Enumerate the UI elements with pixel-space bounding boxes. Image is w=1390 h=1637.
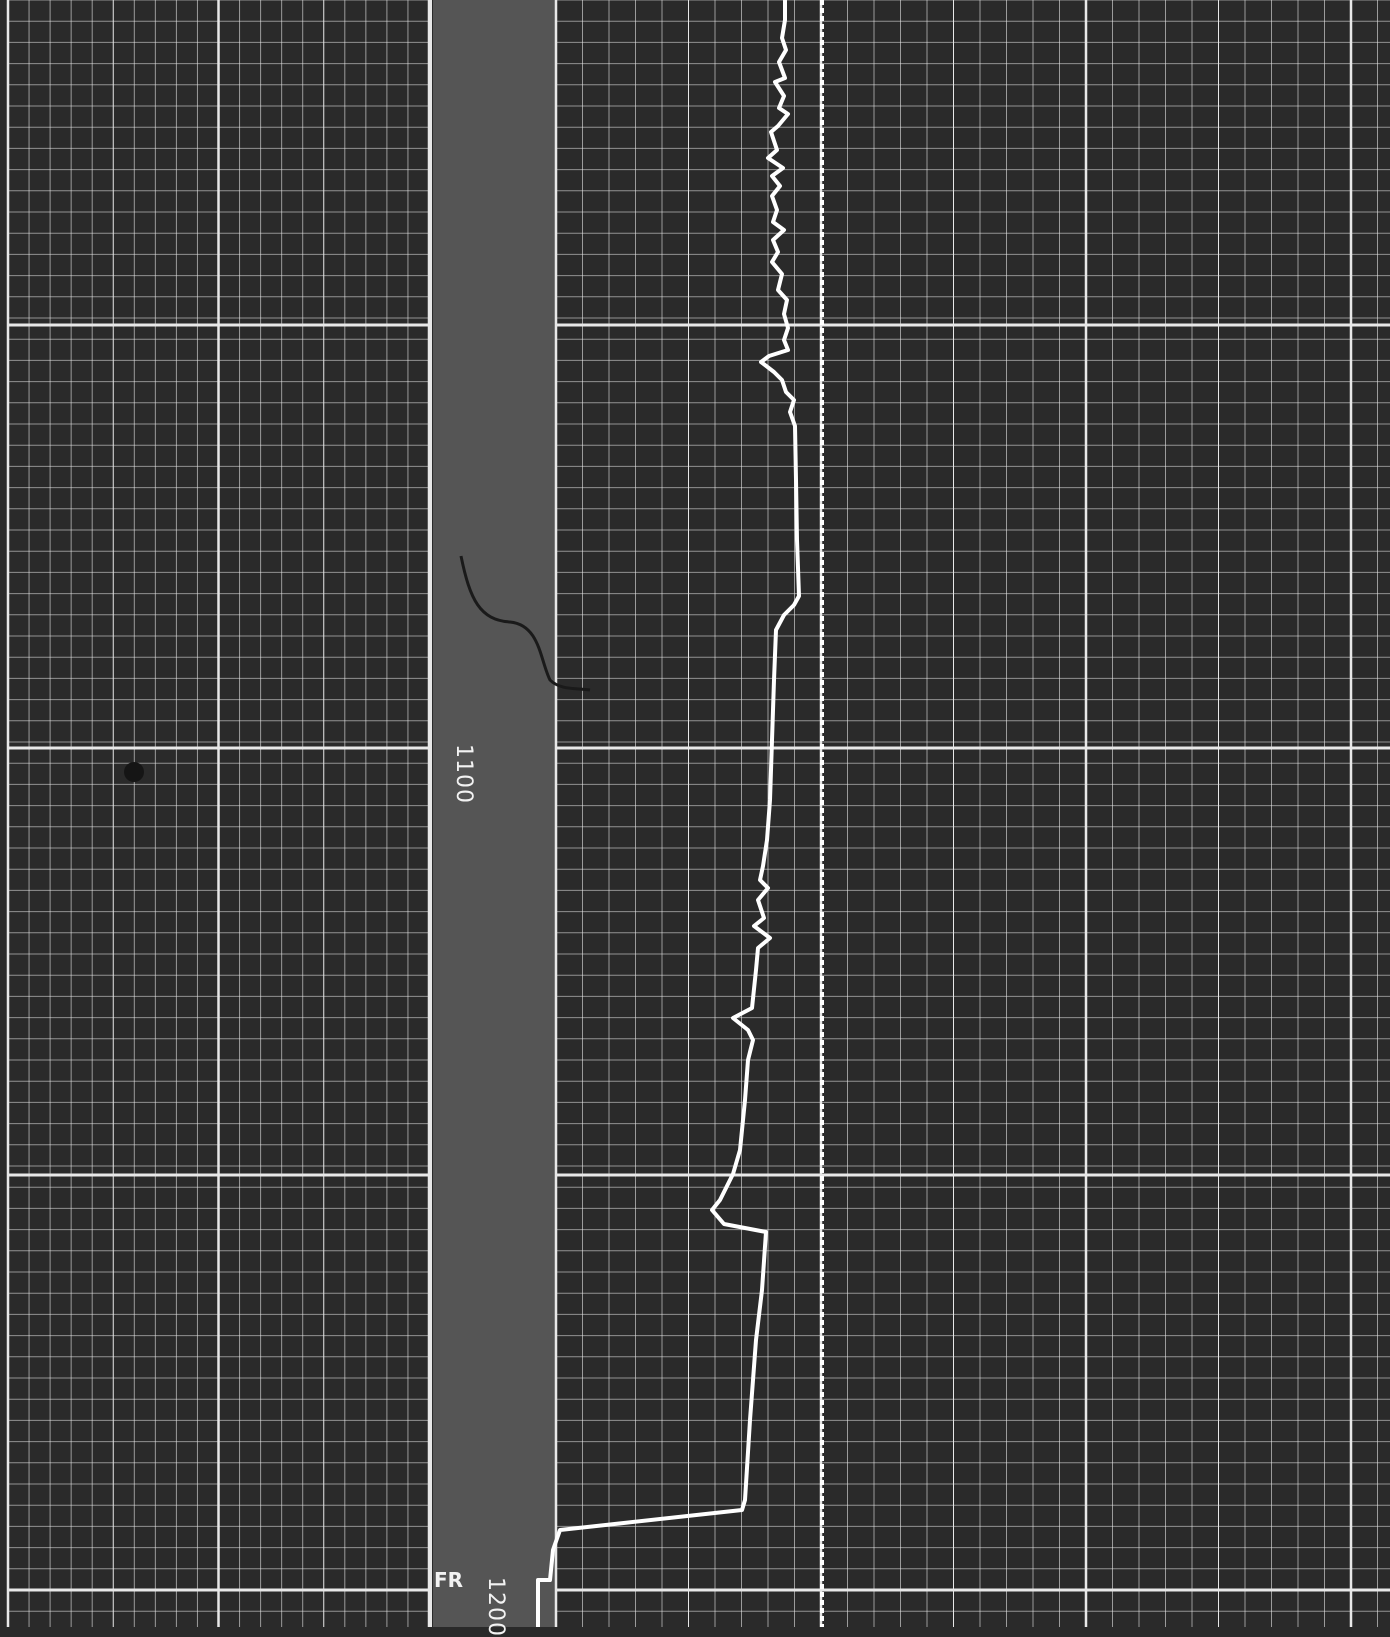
left-track-grid [6, 0, 431, 1627]
formation-marker-fr: FR [434, 1568, 464, 1592]
depth-label-1100: 1100 [451, 744, 476, 804]
depth-track [433, 0, 555, 1627]
depth-label-1200: 1200 [483, 1577, 508, 1637]
dark-ink-stray-mark [459, 555, 591, 692]
log-curve [536, 0, 801, 1627]
right-track-grid [554, 0, 1390, 1627]
ink-blot [124, 762, 144, 782]
